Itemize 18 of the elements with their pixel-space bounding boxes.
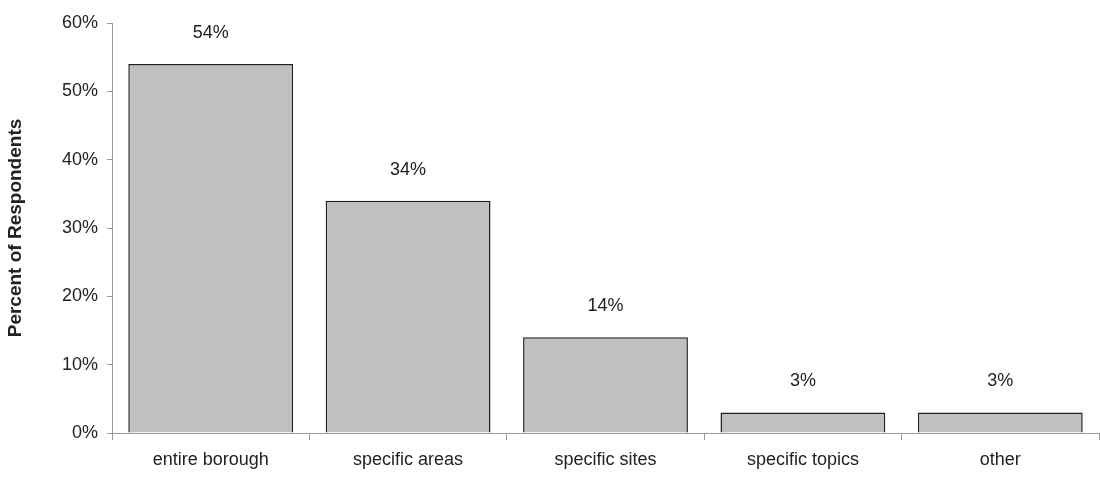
- x-tick-label: entire borough: [152, 448, 269, 469]
- y-tick-label: 0%: [71, 421, 98, 442]
- y-axis-title: Percent of Respondents: [3, 118, 25, 338]
- data-label: 3%: [987, 370, 1014, 391]
- y-tick-label: 60%: [61, 11, 98, 32]
- x-tick-label: specific topics: [746, 448, 859, 469]
- data-label: 3%: [789, 370, 816, 391]
- y-tick-label: 30%: [61, 216, 98, 237]
- y-tick-label: 50%: [61, 80, 98, 101]
- x-tick-label: specific sites: [554, 448, 657, 469]
- y-tick-label: 20%: [61, 285, 98, 306]
- x-tick-label: specific areas: [353, 448, 464, 469]
- y-tick-label: 40%: [61, 148, 98, 169]
- data-label: 34%: [390, 158, 427, 179]
- y-tick-label: 10%: [61, 353, 98, 374]
- data-label: 14%: [587, 295, 624, 316]
- data-label: 54%: [192, 21, 229, 42]
- x-tick-label: other: [979, 448, 1021, 469]
